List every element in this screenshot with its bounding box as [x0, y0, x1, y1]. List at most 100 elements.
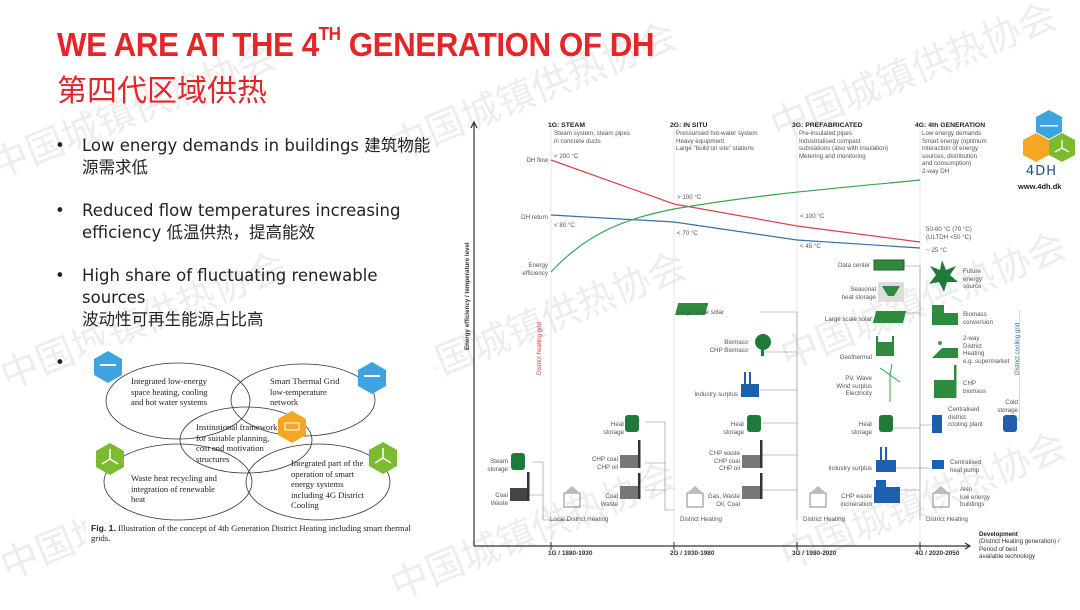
dh-generations-diagram: Energy efficiency / temperature level 1G…: [460, 110, 1059, 570]
4dh-logo: 4DH www.4dh.dk: [1018, 108, 1080, 198]
source-label: PV, Wave Wind surplus Electricity: [836, 375, 872, 398]
figure-label: Integrated low-energy space heating, coo…: [131, 376, 208, 407]
district-heating-grid-label: District heating grid: [536, 322, 543, 375]
house-icon: [809, 486, 827, 508]
figure-label: Integrated part of the operation of smar…: [291, 458, 365, 510]
source-label: Large scale solar: [676, 309, 724, 316]
bullet-item: High share of fluctuating renewable sour…: [55, 265, 435, 331]
solar-panel-icon: [872, 311, 907, 323]
dh-return-line: [550, 214, 921, 249]
x-axis-subtitle: (District Heating generation) / Period o…: [979, 538, 1060, 561]
coal-plant-icon: [510, 472, 530, 501]
figure-caption: Fig. 1. Illustration of the concept of 4…: [91, 523, 411, 543]
generation-desc: Pre-insulated pipes Industrialised compa…: [799, 130, 889, 160]
dh-flow-label: DH flow: [526, 157, 548, 164]
source-label: Data center: [838, 262, 870, 269]
heat-storage-icon: [879, 415, 893, 432]
bullet-item: Reduced flow temperatures increasing eff…: [55, 200, 435, 244]
wind-turbine-hexagon-icon: [96, 443, 124, 475]
x-axis-tick-label: 3G / 1980-2020: [792, 550, 837, 557]
dh-return-label: DH return: [521, 214, 548, 221]
dh-label: Local District Heating: [550, 516, 609, 523]
x-axis-arrow: [964, 542, 972, 550]
source-label: Gas, Waste Oil, Coal: [707, 493, 740, 508]
temp-label: < 70 °C: [677, 230, 698, 237]
x-axis-tick-label: 1G / 1880-1930: [548, 550, 593, 557]
network-hexagon-icon: [278, 411, 306, 443]
industry-icon: [741, 372, 759, 397]
generation-desc: Steam system, steam pipes in concrete du…: [554, 130, 630, 145]
source-label: Coal Waste: [600, 493, 618, 508]
source-label: 2-way District Heating e.g. supermarket: [963, 335, 1010, 365]
temp-label: < 80 °C: [554, 222, 575, 229]
house-icon: [932, 486, 950, 508]
temp-label: < 100 °C: [800, 213, 825, 220]
house-icon: [563, 486, 581, 508]
source-label: Centralised district cooling plant: [948, 406, 983, 429]
generation-title: 2G: IN SITU: [670, 122, 708, 129]
data-center-icon: [873, 259, 905, 271]
solar-panel-icon: [675, 303, 709, 315]
steam-storage-icon: [511, 453, 525, 470]
source-label: Industry surplus: [694, 391, 738, 398]
x-axis-tick-label: 2G / 1930-1980: [670, 550, 715, 557]
source-label: Steam storage: [487, 458, 508, 473]
y-axis-arrow: [470, 120, 478, 129]
heat-storage-icon: [747, 415, 761, 432]
slide-subtitle: 第四代区域供热: [57, 74, 267, 109]
source-label: CHP waste CHP coal CHP oil: [709, 450, 740, 473]
source-label: Centralised heat pump: [950, 459, 982, 474]
chp-plant-icon: [620, 440, 641, 468]
temp-label: 50-60 °C (70 °C) (ULTDH <50 °C): [926, 226, 972, 241]
wind-turbine-icon: [879, 363, 901, 402]
diagram-lines: [470, 120, 1020, 550]
source-label: Heat storage: [723, 421, 744, 436]
source-label: Coal Waste: [490, 492, 508, 507]
source-label: Also low energy buildings: [960, 486, 990, 509]
temp-label: < 200 °C: [554, 153, 579, 160]
biomass-conversion-icon: [932, 305, 958, 325]
wind-turbine-hexagon-icon: [369, 442, 397, 474]
source-label: Heat storage: [603, 421, 624, 436]
bullet-item: [55, 352, 435, 374]
future-energy-star-icon: [929, 260, 958, 292]
x-axis-tick-label: 4G / 2020-2050: [915, 550, 960, 557]
dh-label: District Heating: [680, 516, 722, 523]
source-label: Biomass conversion: [963, 311, 993, 326]
district-cooling-grid-label: District cooling grid: [1014, 322, 1021, 375]
dh-flow-line: [550, 159, 921, 243]
generation-title: 3G: PREFABRICATED: [792, 122, 863, 129]
source-label: CHP biomass: [963, 380, 987, 395]
figure-label: Waste heat recycling and integration of …: [131, 473, 217, 504]
heat-pump-icon: [932, 460, 944, 469]
coal-plant-icon: [620, 473, 641, 499]
seasonal-storage-icon: [878, 282, 904, 302]
temp-label: ~ 25 °C: [926, 247, 947, 254]
dh-label: District Heating: [926, 516, 968, 523]
bullet-list: Low energy demands in buildings 建筑物能源需求低…: [55, 135, 435, 395]
chp-biomass-icon: [934, 365, 957, 398]
logo-url: www.4dh.dk: [1018, 182, 1062, 191]
energy-efficiency-label: Energy efficiency: [522, 262, 548, 277]
figure-label: Institutional framework for suitable pla…: [196, 422, 278, 464]
chp-plant-icon: [742, 440, 763, 468]
dh-label: District Heating: [803, 516, 845, 523]
slide-title: WE ARE AT THE 4TH GENERATION OF DH: [57, 24, 655, 63]
heat-storage-icon: [625, 415, 639, 432]
cooling-plant-icon: [932, 415, 942, 433]
y-axis-label: Energy efficiency / temperature level: [464, 242, 471, 350]
temp-label: < 45 °C: [800, 243, 821, 250]
industry-icon: [876, 447, 896, 472]
source-label: Geothermal: [839, 354, 872, 361]
generation-title: 1G: STEAM: [548, 122, 586, 129]
house-hexagon-icon: [358, 362, 386, 394]
source-label: CHP coal CHP oil: [591, 456, 618, 471]
4dh-hexagon-icon: [1023, 110, 1075, 162]
geothermal-icon: [876, 336, 894, 356]
energy-efficiency-line: [550, 179, 921, 273]
generation-desc: Low energy demands Smart energy (optimum…: [922, 130, 987, 175]
venn-ellipses: [94, 351, 397, 521]
source-label: Future energy source: [963, 268, 982, 291]
gas-plant-icon: [742, 473, 763, 499]
incineration-plant-icon: [874, 480, 900, 503]
